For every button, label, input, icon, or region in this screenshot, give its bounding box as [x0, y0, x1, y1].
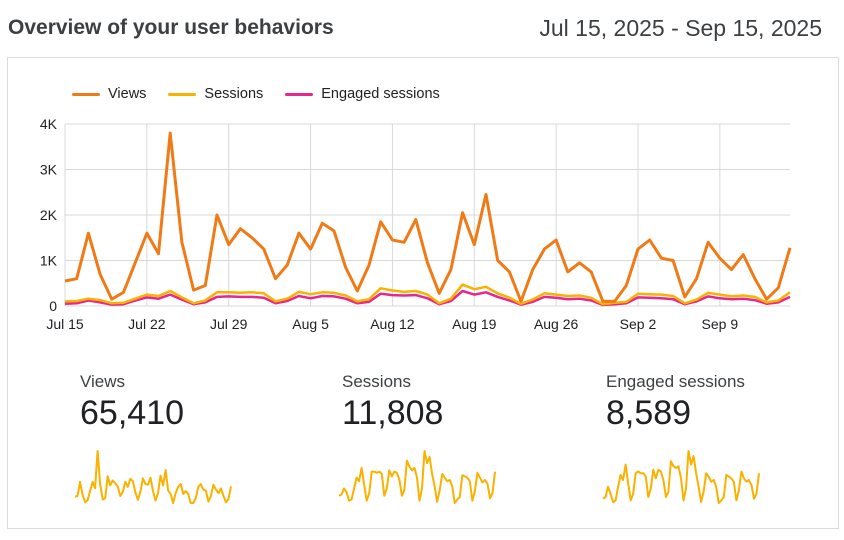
x-tick-label: Jul 22 [128, 316, 166, 332]
metric-engaged-sessions[interactable]: Engaged sessions 8,589 [606, 372, 745, 433]
legend-item-views[interactable]: Views [72, 86, 146, 102]
legend-swatch-sessions [168, 92, 197, 96]
y-tick-label: 0 [49, 298, 57, 314]
x-tick-label: Sep 2 [620, 316, 657, 332]
metric-label-sessions: Sessions [342, 372, 411, 391]
x-tick-label: Aug 26 [534, 316, 579, 332]
sparkline-path [602, 450, 760, 504]
legend-swatch-views [72, 92, 100, 96]
x-tick-label: Aug 12 [370, 316, 415, 332]
metric-value-views: 65,410 [80, 394, 184, 432]
main-line-chart: 0 1K 2K 3K 4K Jul 15 Jul 22 Jul 29 Aug 5 Aug 12 Au… [40, 116, 792, 332]
chart-legend: Views Sessions Engaged sessions [72, 86, 440, 102]
legend-item-sessions[interactable]: Sessions [168, 86, 263, 102]
behavior-overview-card: 0 1K 2K 3K 4K Jul 15 Jul 22 Jul 29 Aug 5 Aug 12 Au… [7, 57, 839, 529]
x-tick-label: Aug 19 [452, 316, 497, 332]
metric-label-engaged-sessions: Engaged sessions [606, 372, 745, 391]
y-tick-label: 3K [40, 162, 58, 178]
x-tick-label: Jul 15 [46, 316, 84, 332]
legend-swatch-engaged-sessions [285, 92, 314, 96]
metric-value-sessions: 11,808 [342, 394, 444, 432]
y-tick-label: 4K [40, 116, 58, 132]
x-tick-label: Sep 9 [702, 316, 739, 332]
metric-label-views: Views [80, 372, 126, 391]
sparkline-sessions [338, 450, 496, 504]
y-tick-label: 2K [40, 207, 58, 223]
legend-label-sessions: Sessions [204, 86, 264, 102]
sparkline-engaged-sessions [602, 450, 760, 504]
date-range-picker[interactable]: Jul 15, 2025 - Sep 15, 2025 [539, 15, 822, 41]
x-tick-label: Jul 29 [210, 316, 248, 332]
sparkline-path [74, 450, 232, 504]
series-line-sessions [64, 283, 791, 306]
legend-label-engaged-sessions: Engaged sessions [321, 86, 440, 102]
sparkline-path [338, 450, 496, 504]
metric-value-engaged-sessions: 8,589 [606, 394, 692, 432]
metric-sessions[interactable]: Sessions 11,808 [342, 372, 443, 433]
page-title: Overview of your user behaviors [8, 16, 334, 39]
series-line-views [64, 131, 792, 303]
metric-views[interactable]: Views 65,410 [80, 372, 184, 433]
series-line-engaged-sessions [64, 289, 791, 307]
x-tick-label: Aug 5 [292, 316, 329, 332]
legend-label-views: Views [108, 86, 147, 102]
legend-item-engaged-sessions[interactable]: Engaged sessions [285, 86, 440, 102]
y-tick-label: 1K [40, 253, 58, 269]
sparkline-views [74, 450, 232, 504]
